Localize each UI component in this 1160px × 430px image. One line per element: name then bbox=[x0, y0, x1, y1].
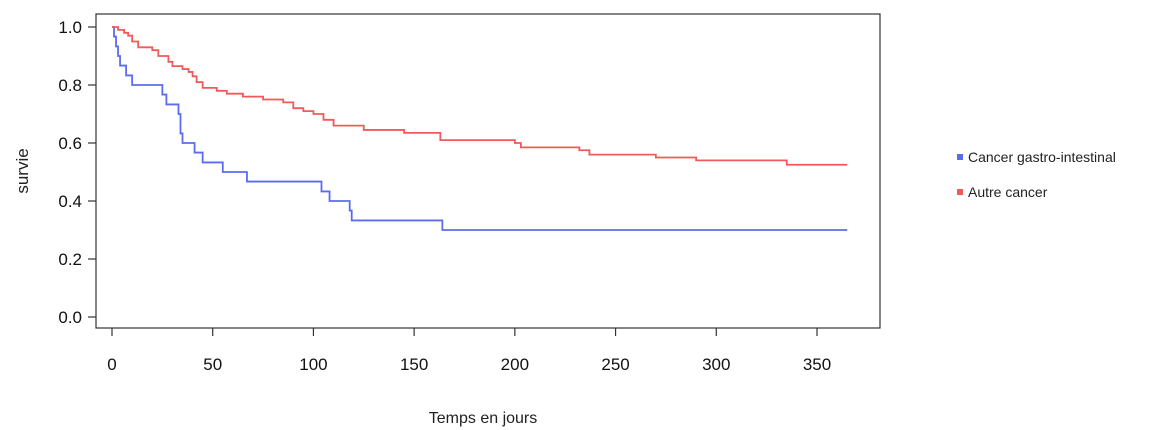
y-tick-label: 0.0 bbox=[58, 308, 82, 327]
y-tick-label: 0.8 bbox=[58, 76, 82, 95]
plot-area bbox=[95, 13, 881, 329]
x-tick-label: 100 bbox=[299, 355, 327, 374]
x-tick-label: 150 bbox=[400, 355, 428, 374]
y-axis-label: survie bbox=[13, 148, 32, 193]
x-tick-label: 250 bbox=[601, 355, 629, 374]
legend-label-gastro: Cancer gastro-intestinal bbox=[968, 149, 1116, 165]
legend-label-autre: Autre cancer bbox=[968, 184, 1048, 200]
y-tick-label: 0.2 bbox=[58, 250, 82, 269]
x-axis-label: Temps en jours bbox=[429, 410, 538, 427]
y-tick-label: 0.6 bbox=[58, 134, 82, 153]
y-tick-label: 1.0 bbox=[58, 18, 82, 37]
legend-swatch-gastro bbox=[957, 154, 963, 160]
x-axis: 0 50 100 150 200 250 300 350 bbox=[107, 328, 831, 374]
legend-swatch-autre bbox=[957, 189, 963, 195]
x-tick-label: 350 bbox=[803, 355, 831, 374]
x-tick-label: 300 bbox=[702, 355, 730, 374]
plot-frame bbox=[95, 13, 881, 329]
series-line-1 bbox=[112, 26, 848, 166]
y-tick-label: 0.4 bbox=[58, 192, 82, 211]
series-lines bbox=[112, 26, 848, 231]
x-tick-label: 50 bbox=[203, 355, 222, 374]
x-tick-label: 0 bbox=[107, 355, 116, 374]
x-tick-label: 200 bbox=[501, 355, 529, 374]
series-line-0 bbox=[112, 26, 848, 231]
y-axis: 0.0 0.2 0.4 0.6 0.8 1.0 bbox=[58, 18, 96, 327]
legend: Cancer gastro-intestinal Autre cancer bbox=[957, 149, 1116, 200]
